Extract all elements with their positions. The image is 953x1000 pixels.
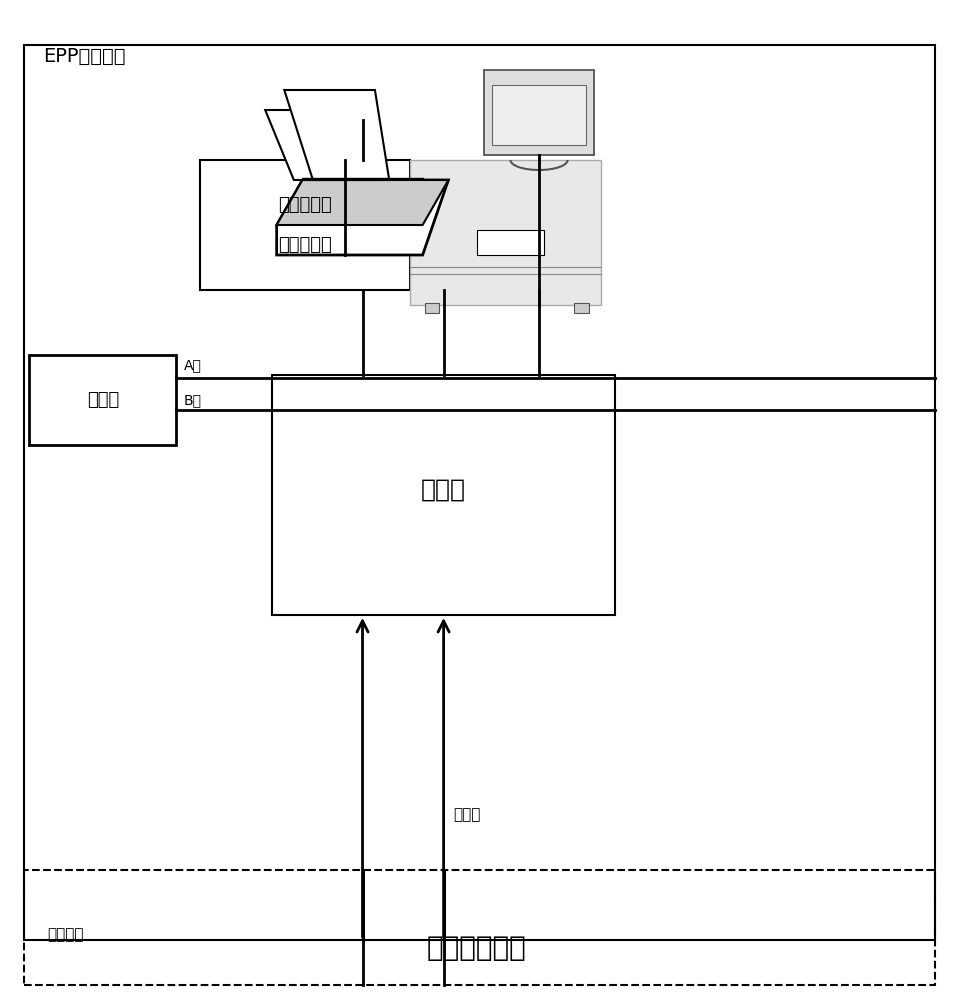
Polygon shape — [276, 180, 448, 255]
Bar — [424, 303, 438, 313]
Bar — [492, 85, 585, 145]
Polygon shape — [265, 110, 379, 180]
Text: 控制站: 控制站 — [420, 478, 466, 502]
Bar — [200, 160, 410, 290]
Bar — [574, 303, 588, 313]
Bar — [272, 375, 615, 615]
Text: 数据处理和: 数据处理和 — [278, 196, 332, 214]
Text: 工装数据输出: 工装数据输出 — [427, 934, 526, 962]
Bar — [483, 70, 593, 155]
Bar — [410, 160, 600, 305]
Text: B网: B网 — [184, 393, 202, 407]
Text: 测试工装: 测试工装 — [48, 928, 84, 942]
Text: EPP专用系统: EPP专用系统 — [43, 46, 125, 66]
Bar — [24, 870, 934, 985]
Bar — [24, 45, 934, 940]
Polygon shape — [276, 180, 448, 225]
Text: 硬接线: 硬接线 — [453, 808, 480, 822]
Bar — [476, 230, 543, 255]
Bar — [29, 355, 176, 445]
Text: A网: A网 — [184, 358, 202, 372]
Text: 系统网: 系统网 — [87, 391, 119, 409]
Polygon shape — [284, 90, 389, 180]
Text: 显示服务器: 显示服务器 — [278, 236, 332, 254]
